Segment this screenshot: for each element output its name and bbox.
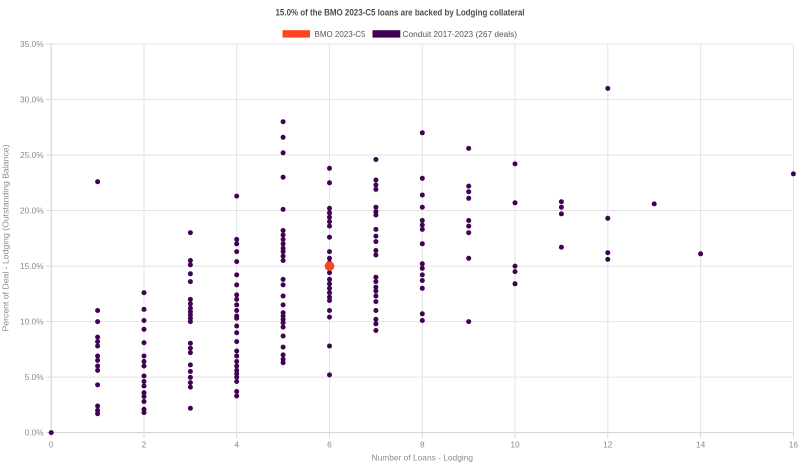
svg-text:12: 12 [603, 439, 613, 449]
svg-text:2: 2 [142, 439, 147, 449]
svg-text:15.0%: 15.0% [20, 261, 44, 271]
svg-text:10: 10 [510, 439, 520, 449]
svg-text:0: 0 [49, 439, 54, 449]
svg-text:35.0%: 35.0% [20, 39, 44, 49]
svg-text:8: 8 [420, 439, 425, 449]
svg-text:0.0%: 0.0% [25, 427, 45, 437]
svg-text:6: 6 [327, 439, 332, 449]
svg-text:Conduit 2017-2023 (267 deals): Conduit 2017-2023 (267 deals) [403, 29, 518, 39]
svg-text:15.0% of the BMO 2023-C5 loans: 15.0% of the BMO 2023-C5 loans are backe… [276, 7, 525, 18]
svg-text:25.0%: 25.0% [20, 150, 44, 160]
svg-text:30.0%: 30.0% [20, 94, 44, 104]
svg-text:20.0%: 20.0% [20, 205, 44, 215]
svg-text:5.0%: 5.0% [25, 372, 45, 382]
svg-text:14: 14 [696, 439, 706, 449]
svg-text:BMO 2023-C5: BMO 2023-C5 [315, 29, 366, 39]
svg-text:10.0%: 10.0% [20, 316, 44, 326]
svg-text:16: 16 [789, 439, 799, 449]
svg-text:4: 4 [234, 439, 239, 449]
svg-text:Number of Loans - Lodging: Number of Loans - Lodging [372, 453, 474, 463]
svg-text:Percent of Deal - Lodging (Out: Percent of Deal - Lodging (Outstanding B… [1, 144, 11, 331]
